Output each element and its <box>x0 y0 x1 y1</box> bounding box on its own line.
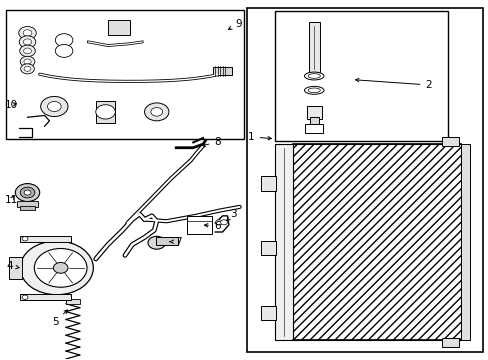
Circle shape <box>220 220 227 225</box>
Circle shape <box>55 44 73 57</box>
Circle shape <box>20 45 35 57</box>
Bar <box>441 137 458 146</box>
Circle shape <box>144 103 168 121</box>
Bar <box>306 107 321 119</box>
Text: 2: 2 <box>355 78 431 90</box>
Circle shape <box>24 190 31 195</box>
Bar <box>308 22 319 72</box>
Circle shape <box>53 262 68 273</box>
Circle shape <box>22 237 28 241</box>
Bar <box>5 10 244 139</box>
Bar <box>260 176 276 191</box>
Text: 11: 11 <box>5 195 18 205</box>
Bar <box>305 125 323 134</box>
Bar <box>20 235 71 242</box>
Circle shape <box>148 236 165 249</box>
Circle shape <box>20 56 35 67</box>
Bar <box>260 241 276 255</box>
Circle shape <box>96 105 115 119</box>
Text: 7: 7 <box>169 237 182 247</box>
Text: 8: 8 <box>202 138 221 147</box>
Circle shape <box>151 108 162 116</box>
Ellipse shape <box>304 72 324 80</box>
Bar <box>275 144 293 339</box>
Bar <box>441 338 458 347</box>
Circle shape <box>19 27 36 40</box>
Circle shape <box>34 248 87 287</box>
Circle shape <box>19 36 36 48</box>
Text: 10: 10 <box>5 100 18 110</box>
Bar <box>293 144 461 339</box>
Circle shape <box>20 64 34 74</box>
Text: 3: 3 <box>226 209 237 221</box>
Bar <box>66 300 80 305</box>
Ellipse shape <box>307 74 320 78</box>
Text: 9: 9 <box>228 19 242 30</box>
Bar <box>9 257 21 279</box>
Bar <box>20 206 35 210</box>
Circle shape <box>23 39 32 45</box>
Circle shape <box>20 187 35 198</box>
Ellipse shape <box>307 88 320 93</box>
Bar <box>156 237 177 245</box>
Bar <box>212 67 232 75</box>
Circle shape <box>15 184 40 202</box>
Bar <box>260 306 276 320</box>
Bar <box>309 117 318 126</box>
Bar <box>20 294 71 300</box>
Bar <box>461 144 469 339</box>
Ellipse shape <box>304 86 324 94</box>
Text: 4: 4 <box>6 261 19 271</box>
Bar <box>17 201 38 207</box>
Text: 6: 6 <box>204 221 220 231</box>
Bar <box>108 21 130 35</box>
Circle shape <box>23 30 32 36</box>
Text: 1: 1 <box>247 132 271 142</box>
Circle shape <box>23 48 31 54</box>
Bar <box>246 8 483 352</box>
Circle shape <box>22 295 28 300</box>
Bar <box>96 101 115 123</box>
Circle shape <box>24 59 31 64</box>
Bar <box>186 216 212 234</box>
Circle shape <box>55 34 73 46</box>
Circle shape <box>20 241 93 295</box>
Circle shape <box>215 220 222 225</box>
Bar <box>274 12 447 140</box>
Text: 5: 5 <box>52 310 67 327</box>
Circle shape <box>41 96 68 117</box>
Circle shape <box>24 66 31 71</box>
Circle shape <box>47 102 61 112</box>
